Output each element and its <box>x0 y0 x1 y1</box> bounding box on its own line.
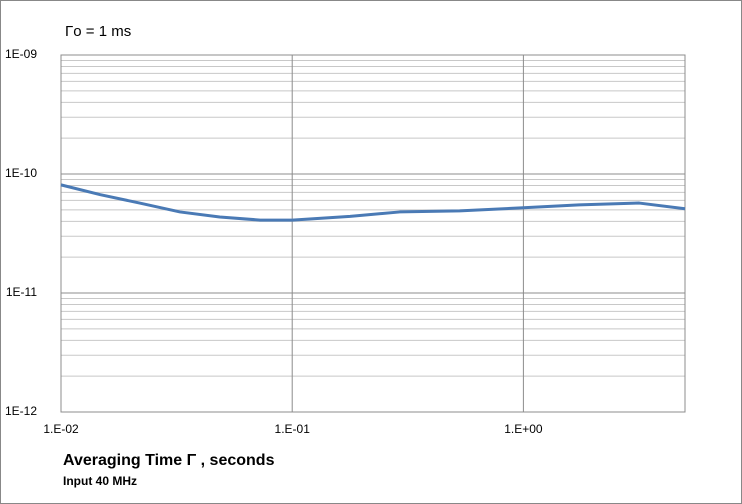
subtitle: Input 40 MHz <box>63 474 137 488</box>
x-tick-label: 1.E-01 <box>275 422 311 436</box>
x-axis-label: Averaging Time Γ , seconds <box>63 452 275 469</box>
x-tick-label: 1.E+00 <box>504 422 543 436</box>
plot-border <box>60 54 686 413</box>
y-tick-label: 1E-10 <box>5 166 37 180</box>
series-line <box>60 183 686 222</box>
y-tick-label: 1E-09 <box>5 47 37 61</box>
y-tick-label: 1E-12 <box>5 404 37 418</box>
x-tick-label: 1.E-02 <box>43 422 79 436</box>
annotation: Γo = 1 ms <box>65 23 131 40</box>
y-tick-label: 1E-11 <box>6 285 37 299</box>
